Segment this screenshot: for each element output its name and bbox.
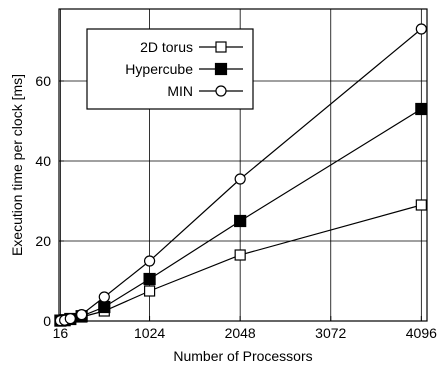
y-tick-label: 0 xyxy=(43,313,51,329)
data-point-2d-torus xyxy=(143,285,156,297)
data-point-hypercube xyxy=(98,300,111,314)
data-point-2d-torus xyxy=(415,199,427,211)
data-point-hypercube xyxy=(234,214,247,228)
legend-label-hypercube: Hypercube xyxy=(125,61,193,77)
y-tick-label: 20 xyxy=(35,233,51,249)
y-tick-label: 60 xyxy=(35,73,51,89)
x-tick-label: 4096 xyxy=(406,325,437,341)
data-point-min xyxy=(98,291,110,303)
data-point-min xyxy=(415,23,427,35)
series-min xyxy=(54,23,427,327)
y-axis: 0 20 40 60 xyxy=(35,73,64,329)
data-point-min xyxy=(234,173,246,185)
y-tick-label: 40 xyxy=(35,153,51,169)
data-point-hypercube xyxy=(143,272,156,286)
x-tick-label: 1024 xyxy=(134,325,165,341)
x-axis-title: Number of Processors xyxy=(173,348,312,364)
legend-samples xyxy=(199,41,243,97)
plot-frame xyxy=(58,8,428,322)
data-point-min xyxy=(64,313,76,325)
data-point-min xyxy=(143,255,156,267)
legend-label-min: MIN xyxy=(167,83,193,99)
legend: 2D torus Hypercube MIN xyxy=(86,28,254,110)
data-point-min xyxy=(76,309,88,321)
series-hypercube xyxy=(54,102,428,327)
data-point-hypercube xyxy=(415,102,428,116)
x-tick-label: 16 xyxy=(53,325,69,341)
x-axis: 16 1024 2048 3072 4096 xyxy=(53,316,437,341)
legend-marker-min xyxy=(215,85,227,97)
data-point-2d-torus xyxy=(234,249,246,261)
x-tick-label: 3072 xyxy=(315,325,346,341)
series-layer xyxy=(54,23,428,327)
legend-marker-2d-torus xyxy=(215,41,227,53)
y-axis-title: Execution time per clock [ms] xyxy=(9,74,25,256)
legend-marker-hypercube xyxy=(214,62,228,76)
x-tick-label: 2048 xyxy=(225,325,256,341)
legend-label-2d-torus: 2D torus xyxy=(140,39,193,55)
